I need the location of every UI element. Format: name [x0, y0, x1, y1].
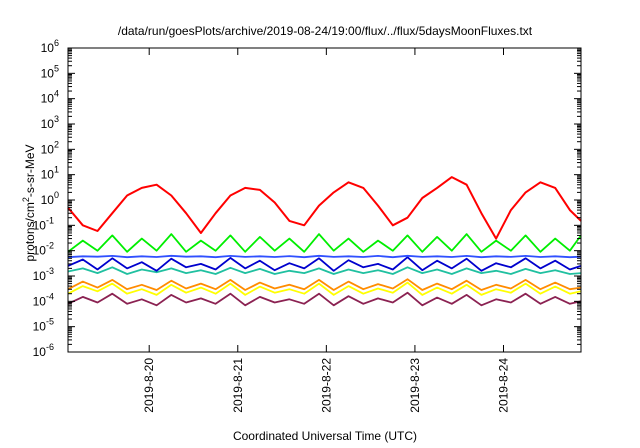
y-axis-label-group: protons/cm2-s-sr-MeV [21, 144, 37, 261]
x-axis-label: Coordinated Universal Time (UTC) [233, 429, 417, 443]
y-tick-label: 10-3 [33, 266, 54, 283]
series-line-2 [67, 281, 582, 296]
x-tick-label: 2019-8-21 [231, 358, 245, 413]
y-tick-label: 10-1 [33, 215, 54, 232]
y-tick-label: 10-5 [33, 317, 54, 334]
series-layer [67, 176, 582, 307]
y-tick-label: 102 [41, 139, 59, 156]
y-tick-label: 101 [41, 165, 59, 182]
y-tick-label: 10-6 [33, 342, 54, 359]
x-tick-label: 2019-8-22 [319, 358, 333, 413]
ticks-layer: 10-6 10-5 10-4 10-3 10-2 10-1 100 101 102 103 104 1… [33, 38, 581, 413]
x-tick-label: 2019-8-23 [408, 358, 422, 413]
series-line-8 [67, 176, 582, 240]
series-line-3 [67, 278, 582, 291]
chart-title: /data/run/goesPlots/archive/2019-08-24/1… [118, 24, 533, 38]
y-axis-label: protons/cm2-s-sr-MeV [21, 144, 37, 261]
y-tick-label: 100 [41, 190, 59, 207]
y-tick-label: 105 [41, 63, 59, 80]
series-line-1 [67, 291, 582, 307]
series-line-7 [67, 233, 582, 253]
x-tick-label: 2019-8-24 [496, 358, 510, 413]
y-tick-label: 104 [41, 89, 59, 106]
y-axis-label-superscript: 2 [21, 197, 31, 202]
series-line-6 [67, 254, 582, 259]
y-tick-label: 10-2 [33, 241, 54, 258]
series-line-5 [67, 256, 582, 272]
y-tick-label: 106 [41, 38, 59, 55]
series-line-4 [67, 266, 582, 275]
y-tick-label: 103 [41, 114, 59, 131]
x-tick-label: 2019-8-20 [142, 358, 156, 413]
y-tick-label: 10-4 [33, 291, 54, 308]
